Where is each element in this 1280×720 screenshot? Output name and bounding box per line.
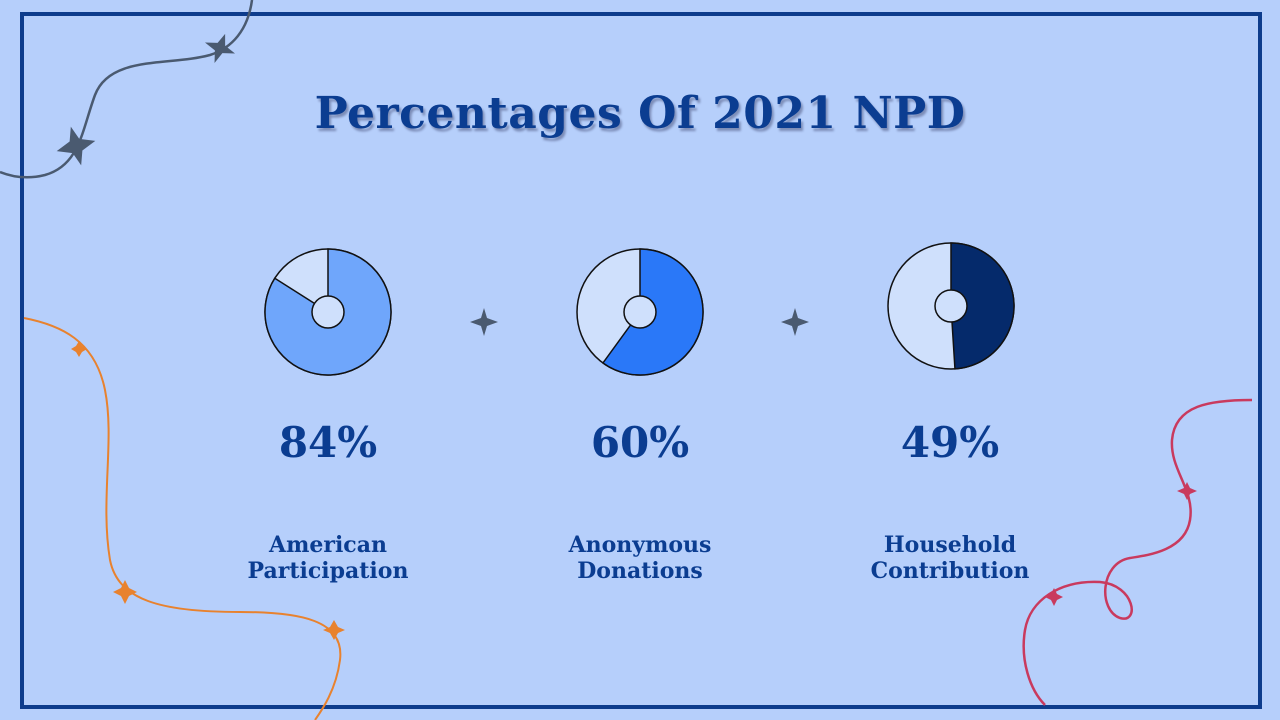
star-icon <box>204 33 236 64</box>
star-icon <box>323 620 345 640</box>
red-curve <box>1022 398 1253 706</box>
pie-center-hole <box>623 295 657 329</box>
star-icon <box>1045 588 1063 606</box>
percent-label-anonymous: 60% <box>590 418 690 467</box>
category-label-line: Anonymous <box>568 532 712 558</box>
category-label-anonymous: Anonymous Donations <box>520 532 760 584</box>
category-label-line: Donations <box>577 558 703 584</box>
pie-center-hole <box>934 289 968 323</box>
pie-anonymous <box>576 248 704 376</box>
slide-frame <box>20 12 1262 709</box>
category-label-line: Contribution <box>870 558 1030 584</box>
category-label-line: American <box>269 532 387 558</box>
page-title: Percentages Of 2021 NPD <box>314 88 966 139</box>
category-label-household: Household Contribution <box>830 532 1070 584</box>
star-icon <box>113 580 137 604</box>
star-icon <box>56 126 96 166</box>
separator-star-icon <box>781 308 809 336</box>
pie-household <box>887 242 1015 370</box>
category-label-line: Participation <box>247 558 409 584</box>
star-icon <box>71 341 87 357</box>
pie-american <box>264 248 392 376</box>
category-label-line: Household <box>883 532 1017 558</box>
percent-label-american: 84% <box>278 418 378 467</box>
category-label-american: American Participation <box>208 532 448 584</box>
star-icon <box>1177 482 1197 500</box>
pie-value-slice <box>950 242 1015 370</box>
pie-center-hole <box>311 295 345 329</box>
percent-label-household: 49% <box>900 418 1000 467</box>
separator-star-icon <box>470 308 498 336</box>
